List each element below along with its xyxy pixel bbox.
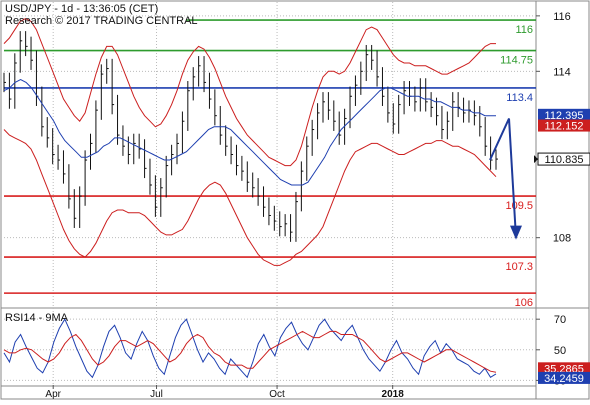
price-tag-ma-text: 112.395 [545,110,584,122]
price-tag-band-text: 112.152 [545,121,584,133]
rsi-tag-rsi-box [538,371,590,384]
time-tick-label: Jul [150,389,163,400]
rsi-tag-rsi-text: 34.2459 [544,373,584,385]
level-label: 113.4 [506,92,533,104]
price-tag-ma-box [538,108,590,121]
rsi-tick-label: 50 [554,345,566,357]
boll-upper-line [3,18,496,167]
time-tick-label: 2018 [382,389,405,400]
support-resistance-levels: 116 114.75 113.4 109.5 107.3 106 [4,19,536,309]
price-tick-label: 114 [553,66,571,78]
boll-lower-line [3,129,497,266]
level-label: 114.75 [500,55,533,67]
forecast-arrow [489,118,522,240]
grid [4,2,536,385]
forecast-arrowhead [510,225,522,240]
price-series [3,18,498,266]
chart-copyright: Research © 2017 TRADING CENTRAL [5,15,198,27]
level-label: 107.3 [505,261,533,273]
forecast-path [489,118,517,238]
rsi-panel-label: RSI14 - 9MA [5,312,69,324]
rsi-series [3,318,497,379]
price-tick-label: 116 [553,11,571,23]
price-tag-last-text: 110.835 [545,154,584,166]
ma-blue-line [3,79,497,186]
rsi-tag-ma-box [538,362,590,375]
time-tick-label: Oct [269,389,285,400]
rsi-line [3,318,497,379]
level-label: 116 [515,24,533,36]
level-label: 106 [515,297,533,309]
ma-line [3,330,497,373]
price-tick-label: 108 [553,233,571,245]
price-tag-band-box [538,119,590,132]
chart-title: USD/JPY - 1d - 13:36:05 (CET) [5,3,158,15]
price-tag-last-pointer [534,155,538,164]
axes: AprJulOct2018116114108705030 [45,11,571,400]
rsi-tick-label: 70 [554,314,566,326]
level-label: 109.5 [505,200,533,212]
time-tick-label: Apr [45,389,61,400]
